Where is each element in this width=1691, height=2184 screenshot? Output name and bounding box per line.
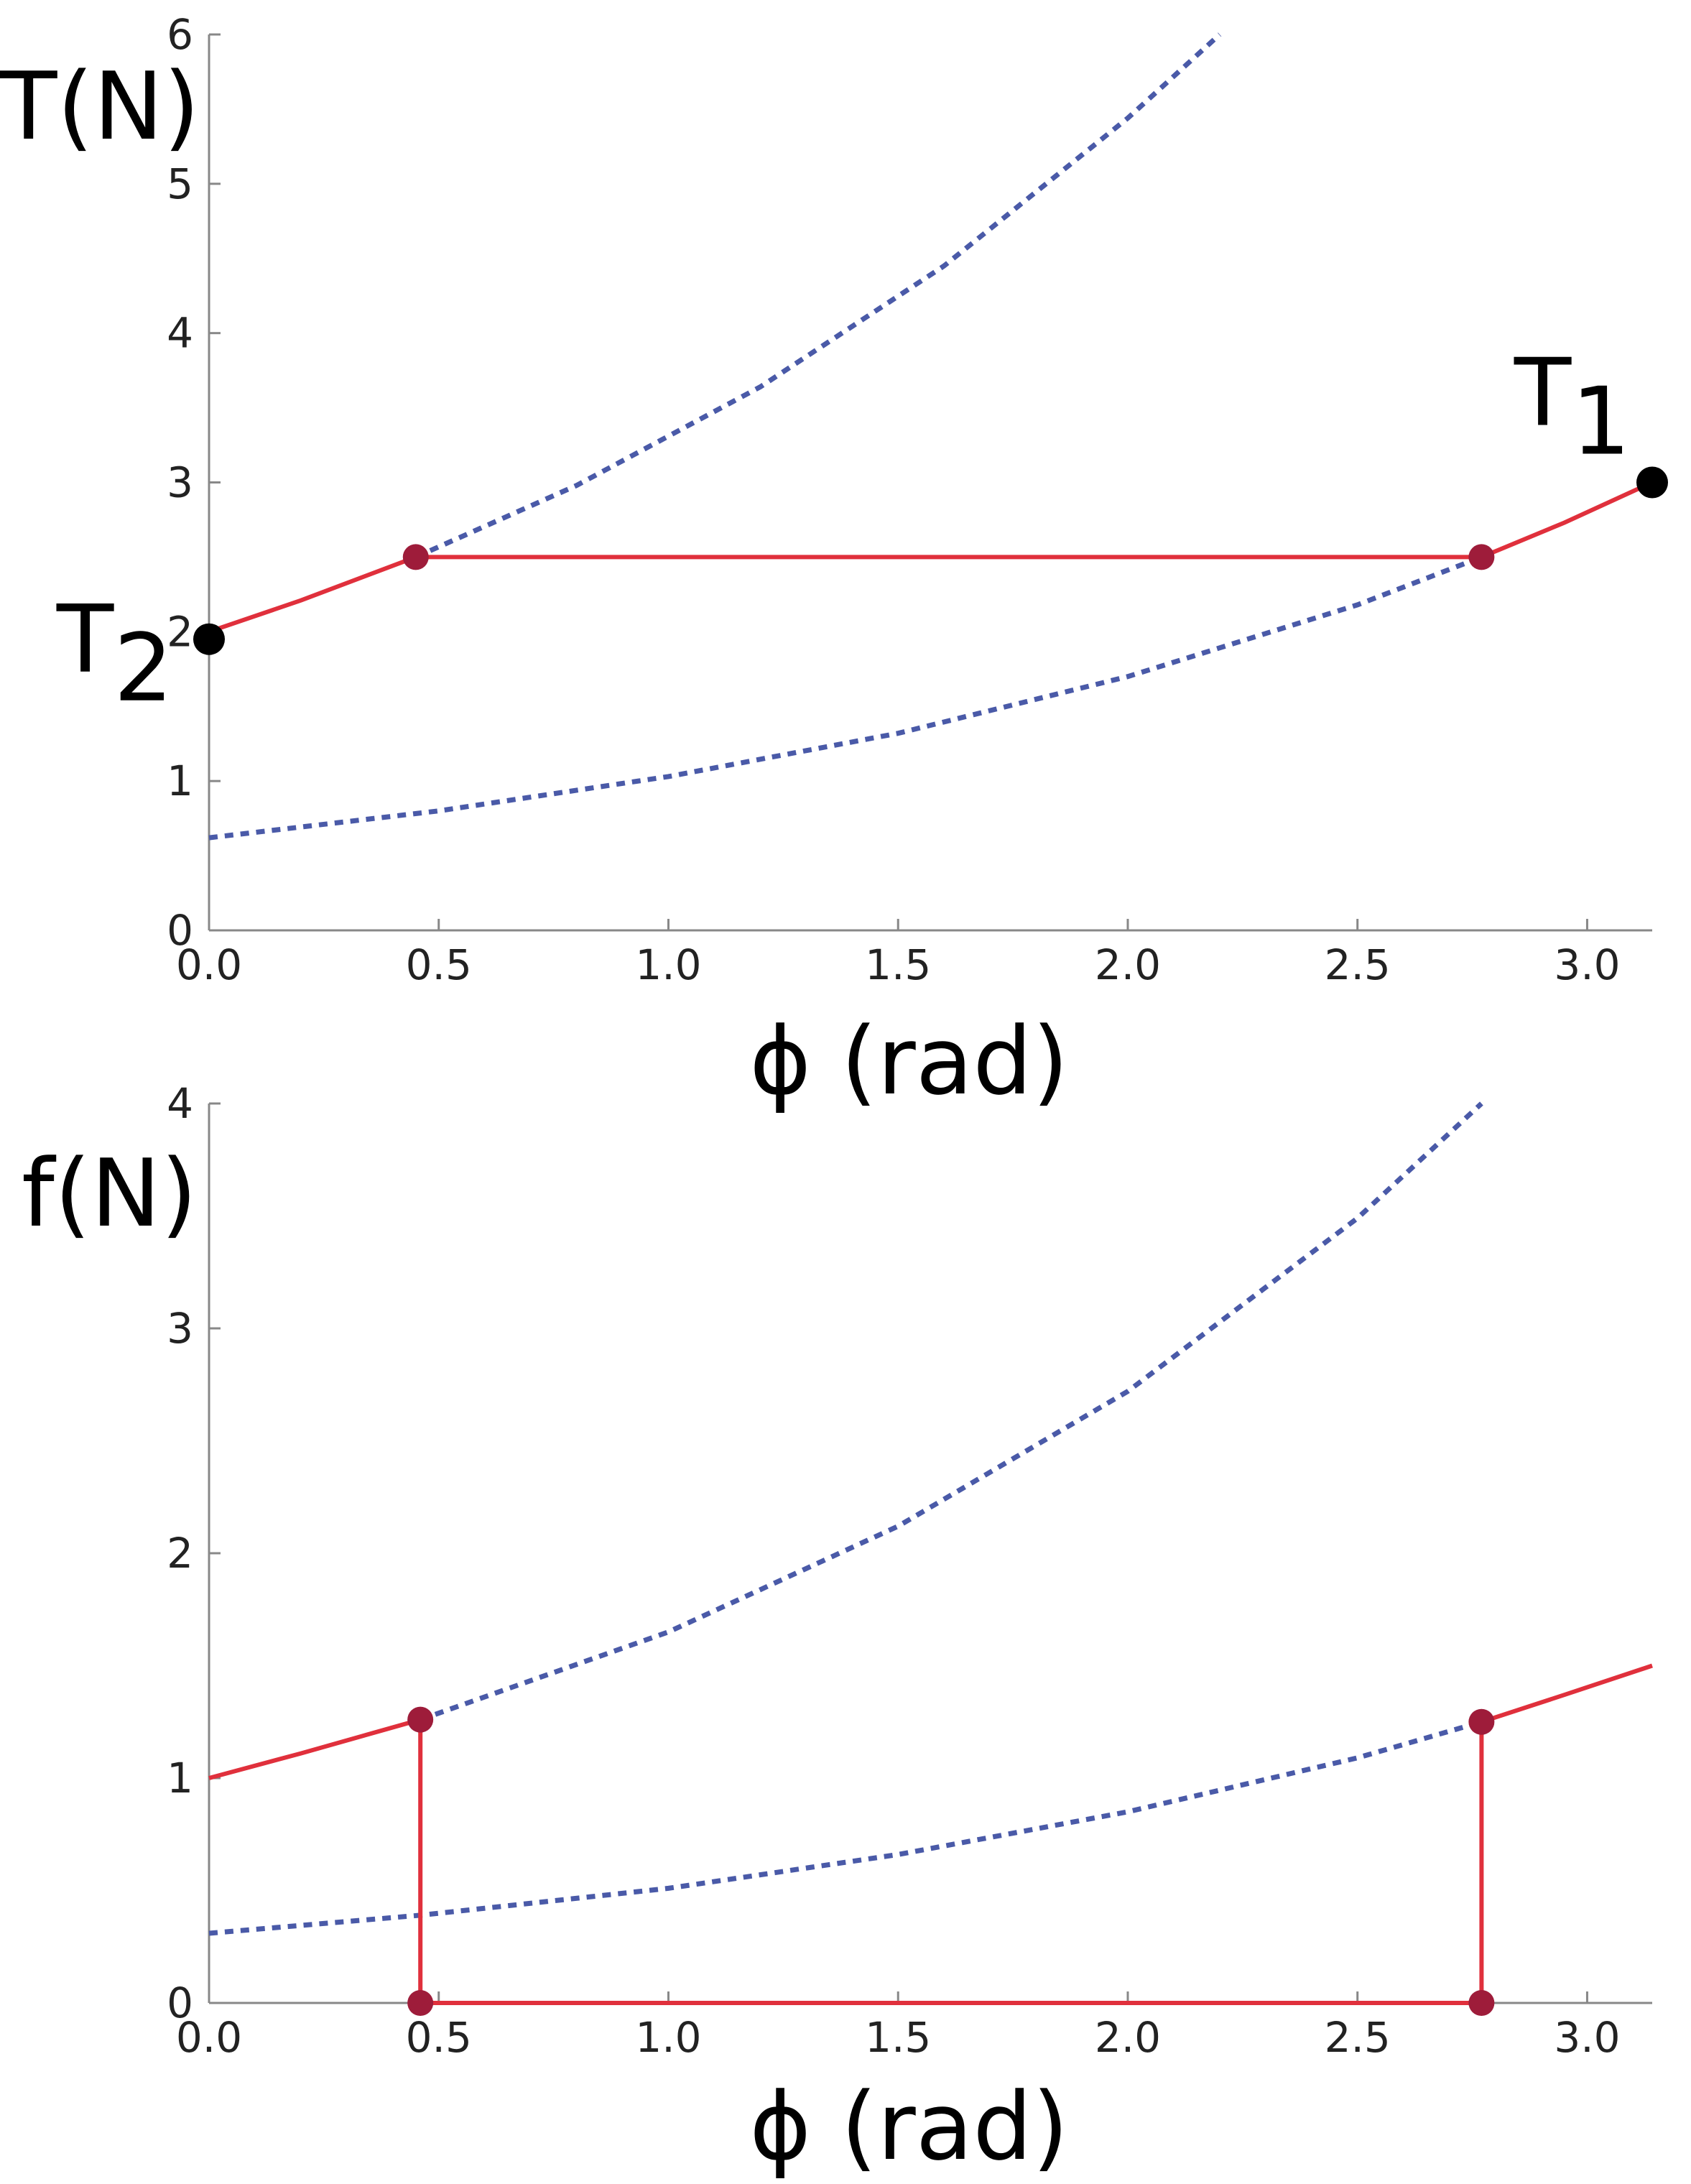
annotation-text: T — [1514, 338, 1572, 448]
series-line — [414, 32, 1222, 560]
series-line — [208, 1719, 1483, 1936]
y-tick-label: 3 — [167, 1304, 193, 1353]
y-tick-label: 0 — [167, 1979, 193, 2027]
x-tick-label: 2.0 — [1095, 940, 1161, 989]
y-tick-label: 1 — [167, 756, 193, 805]
x-tick-label: 1.0 — [635, 940, 701, 989]
x-tick-label: 3.0 — [1554, 940, 1620, 989]
y-tick-label: 4 — [167, 1079, 193, 1128]
y-axis-title: T(N) — [0, 52, 200, 161]
y-axis-title: f(N) — [22, 1139, 197, 1248]
y-tick-label: 5 — [167, 159, 193, 208]
series-line — [208, 1663, 1653, 2005]
x-tick-label: 0.5 — [406, 940, 472, 989]
x-tick-label: 1.0 — [635, 2013, 701, 2062]
annotation-subscript: 1 — [1571, 367, 1631, 476]
annotation-label: T2 — [56, 585, 173, 723]
y-tick-label: 2 — [167, 1529, 193, 1578]
y-tick-label: 6 — [167, 10, 193, 59]
point — [407, 1706, 434, 1733]
x-tick-label: 0.0 — [176, 940, 242, 989]
point — [402, 544, 429, 570]
point — [1468, 544, 1495, 570]
y-tick-label: 3 — [167, 458, 193, 507]
series-line — [208, 555, 1483, 841]
x-tick-label: 1.5 — [865, 940, 931, 989]
y-tick-label: 4 — [167, 309, 193, 358]
point — [1468, 1990, 1495, 2016]
annotation-point — [193, 623, 225, 655]
annotation-text: T — [56, 585, 114, 694]
x-tick-label: 2.0 — [1095, 2013, 1161, 2062]
series-line — [420, 1101, 1483, 1722]
x-tick-label: 2.5 — [1325, 940, 1391, 989]
x-tick-label: 0.0 — [176, 2013, 242, 2062]
series-line — [208, 480, 1654, 634]
x-tick-label: 1.5 — [865, 2013, 931, 2062]
annotation-point — [1636, 466, 1668, 499]
x-tick-label: 2.5 — [1325, 2013, 1391, 2062]
point — [407, 1990, 434, 2016]
y-tick-label: 2 — [167, 607, 193, 656]
x-tick-label: 3.0 — [1554, 2013, 1620, 2062]
x-axis-title: ϕ (rad) — [749, 1007, 1068, 1116]
x-axis-title: ϕ (rad) — [749, 2072, 1068, 2181]
point — [1468, 1708, 1495, 1735]
annotation-label: T1 — [1514, 338, 1631, 476]
annotation-subscript: 2 — [113, 614, 173, 723]
y-tick-label: 1 — [167, 1754, 193, 1803]
x-tick-label: 0.5 — [406, 2013, 472, 2062]
y-tick-label: 0 — [167, 906, 193, 955]
